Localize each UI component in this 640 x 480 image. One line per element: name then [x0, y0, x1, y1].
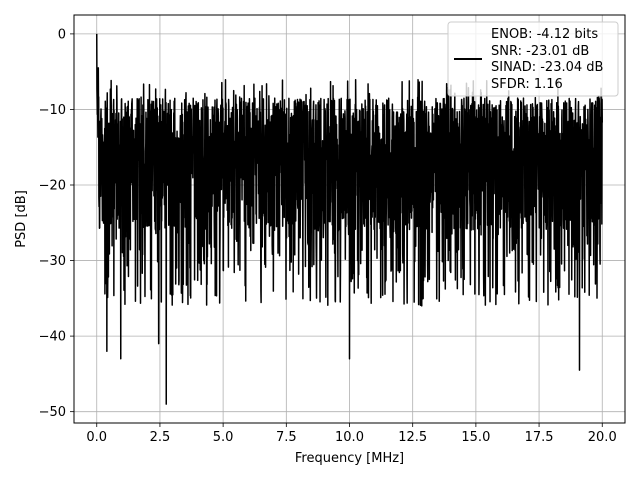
- x-tick-label: 15.0: [461, 430, 490, 445]
- x-tick-label: 20.0: [588, 430, 617, 445]
- y-tick-label: −20: [39, 179, 66, 194]
- x-tick-label: 10.0: [335, 430, 364, 445]
- y-axis: 0 −10 −20 −30 −40 −50: [39, 27, 74, 420]
- y-tick-label: −30: [39, 254, 66, 269]
- x-axis-label: Frequency [MHz]: [295, 451, 404, 466]
- x-tick-label: 7.5: [276, 430, 297, 445]
- legend-box: [447, 21, 619, 97]
- x-tick-label: 17.5: [525, 430, 554, 445]
- legend-enob: ENOB: -4.12 bits: [491, 27, 598, 42]
- x-tick-label: 5.0: [213, 430, 234, 445]
- y-tick-label: −10: [39, 103, 66, 118]
- x-axis: 0.0 2.5 5.0 7.5 10.0 12.5 15.0 17.5 20.0: [86, 423, 617, 445]
- y-axis-label: PSD [dB]: [14, 190, 29, 248]
- y-tick-label: 0: [58, 27, 66, 42]
- legend-snr: SNR: -23.01 dB: [491, 44, 589, 59]
- psd-series-line: [96, 33, 603, 405]
- x-tick-label: 2.5: [150, 430, 171, 445]
- y-tick-label: −40: [39, 330, 66, 345]
- legend-sfdr: SFDR: 1.16: [491, 77, 563, 92]
- legend-sinad: SINAD: -23.04 dB: [491, 60, 603, 75]
- x-tick-label: 0.0: [86, 430, 107, 445]
- y-tick-label: −50: [39, 405, 66, 420]
- legend: ENOB: -4.12 bits SNR: -23.01 dB SINAD: -…: [447, 21, 619, 97]
- psd-trace: [96, 33, 603, 405]
- x-tick-label: 12.5: [398, 430, 427, 445]
